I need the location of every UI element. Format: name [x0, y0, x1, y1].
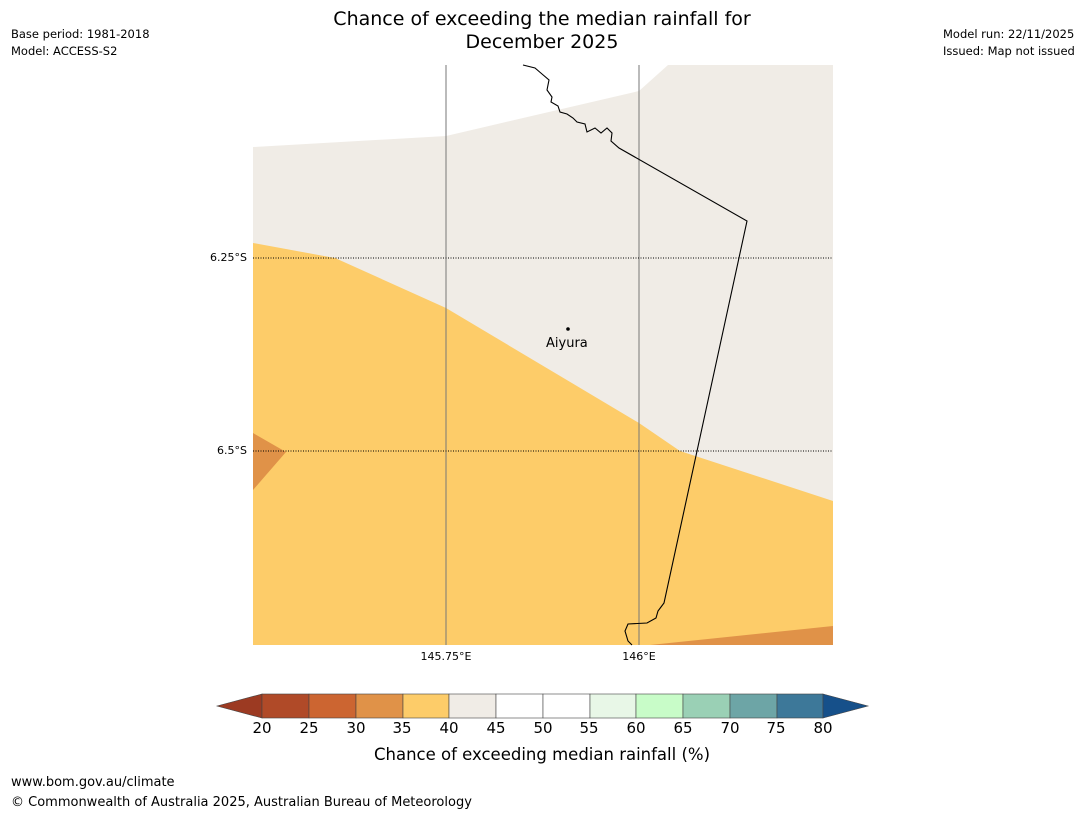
meta-left: Base period: 1981-2018 Model: ACCESS-S2: [11, 26, 150, 60]
colorbar-bin-45-50: [495, 693, 544, 719]
colorbar-tick: 25: [299, 719, 319, 737]
colorbar-bin-60-65: [635, 693, 684, 719]
colorbar-below-20: [215, 693, 263, 719]
issued-status: Issued: Map not issued: [943, 44, 1075, 58]
colorbar-above-80: [822, 693, 870, 719]
colorbar: [215, 693, 870, 719]
colorbar-bin-50-55: [542, 693, 591, 719]
lat-label-6-25: 6.25°S: [210, 251, 247, 264]
footer-url[interactable]: www.bom.gov.au/climate: [11, 775, 175, 790]
region-30-35-southeast: [650, 626, 833, 645]
town-label-aiyura: Aiyura: [546, 336, 588, 351]
region-45-55-northwest: [253, 65, 523, 147]
lon-label-145-75: 145.75°E: [420, 650, 472, 663]
colorbar-tick: 35: [392, 719, 412, 737]
colorbar-tick: 75: [766, 719, 786, 737]
province-boundary: [522, 64, 748, 646]
colorbar-tick: 70: [720, 719, 740, 737]
colorbar-tick: 55: [579, 719, 599, 737]
colorbar-bin-20-25: [261, 693, 310, 719]
model-name: Model: ACCESS-S2: [11, 44, 118, 58]
colorbar-bin-55-60: [589, 693, 637, 719]
colorbar-bin-75-80: [776, 693, 824, 719]
colorbar-tick: 40: [439, 719, 459, 737]
region-45-55-north: [446, 65, 668, 136]
colorbar-tick: 30: [346, 719, 366, 737]
colorbar-tick: 50: [533, 719, 553, 737]
footer-copyright: © Commonwealth of Australia 2025, Austra…: [11, 795, 472, 810]
lon-label-146: 146°E: [622, 650, 656, 663]
colorbar-tick: 80: [813, 719, 833, 737]
title-line-1: Chance of exceeding the median rainfall …: [333, 8, 751, 30]
colorbar-tick: 60: [626, 719, 646, 737]
region-35-40: [253, 243, 833, 645]
colorbar-bin-65-70: [682, 693, 731, 719]
lat-label-6-5: 6.5°S: [217, 444, 247, 457]
colorbar-bin-70-75: [729, 693, 778, 719]
colorbar-bin-25-30: [308, 693, 357, 719]
colorbar-bin-35-40: [402, 693, 450, 719]
aiyura-marker: [566, 327, 570, 331]
colorbar-tick: 65: [673, 719, 693, 737]
title-line-2: December 2025: [465, 31, 619, 53]
colorbar-tick: 20: [252, 719, 272, 737]
colorbar-tick: 45: [486, 719, 506, 737]
base-period: Base period: 1981-2018: [11, 27, 150, 41]
meta-right: Model run: 22/11/2025 Issued: Map not is…: [943, 26, 1075, 60]
colorbar-bin-30-35: [355, 693, 404, 719]
chart-title: Chance of exceeding the median rainfall …: [292, 8, 792, 54]
region-30-35-west: [253, 433, 286, 490]
model-run: Model run: 22/11/2025: [943, 27, 1075, 41]
colorbar-label: Chance of exceeding median rainfall (%): [373, 745, 711, 764]
colorbar-bin-40-45: [448, 693, 497, 719]
